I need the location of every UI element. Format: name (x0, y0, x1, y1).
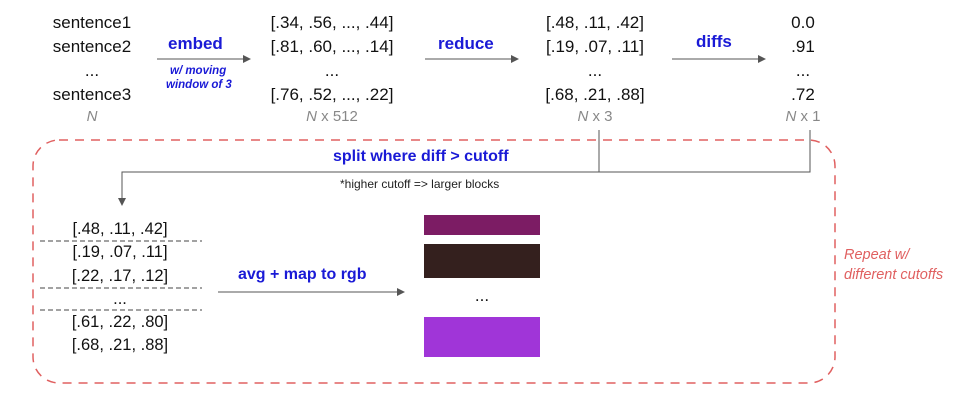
block-item: [.68, .21, .88] (71, 336, 169, 354)
sentences-dim: N (86, 108, 98, 125)
embed-note-line-1: w/ moving (170, 65, 227, 77)
sentence-item: sentence3 (52, 85, 132, 104)
diffs-label: diffs (696, 32, 732, 51)
embeddings-list: [.34, .56, ..., .44] [.81, .60, ..., .14… (258, 11, 406, 107)
swatch-2 (424, 244, 540, 278)
sentence-item: sentence2 (52, 37, 132, 56)
embedding-item: [.81, .60, ..., .14] (270, 37, 394, 56)
sentences-list: sentence1 sentence2 ... sentence3 (46, 11, 138, 107)
embed-note-line-2: window of 3 (166, 79, 232, 91)
blocks-list: [.48, .11, .42] [.19, .07, .11] [.22, .1… (46, 218, 194, 357)
reduced-item: [.19, .07, .11] (546, 37, 644, 56)
block-item: ... (113, 290, 127, 308)
avg-label: avg + map to rgb (238, 266, 367, 283)
diff-item: 0.0 (791, 13, 815, 32)
embedding-item: ... (324, 61, 340, 80)
reduced-item: ... (587, 61, 603, 80)
diff-item: .72 (791, 85, 815, 104)
swatch-1 (424, 215, 540, 235)
diff-item: ... (795, 61, 811, 80)
swatch-3 (424, 317, 540, 357)
diffs-list: 0.0 .91 ... .72 (775, 11, 831, 107)
sentence-item: ... (84, 61, 100, 80)
reduced-item: [.68, .21, .88] (545, 85, 645, 104)
embeddings-dim: N x 512 (306, 108, 358, 125)
split-connector (118, 130, 811, 206)
reduced-list: [.48, .11, .42] [.19, .07, .11] ... [.68… (530, 11, 660, 107)
embed-label: embed (168, 34, 223, 53)
embedding-item: [.34, .56, ..., .44] (270, 13, 394, 32)
swatch-ellipsis: ... (474, 286, 490, 305)
embedding-item: [.76, .52, ..., .22] (270, 85, 394, 104)
block-item: [.61, .22, .80] (71, 313, 169, 331)
split-label: split where diff > cutoff (333, 148, 509, 165)
diffs-dim: N x 1 (785, 108, 821, 125)
reduced-dim: N x 3 (577, 108, 613, 125)
diff-item: .91 (791, 37, 815, 56)
repeat-label: Repeat w/ different cutoffs (844, 247, 944, 283)
block-item: [.19, .07, .11] (72, 243, 168, 261)
reduce-label: reduce (438, 34, 494, 53)
block-item: [.22, .17, .12] (71, 267, 169, 285)
block-item: [.48, .11, .42] (72, 220, 168, 238)
sentence-item: sentence1 (52, 13, 132, 32)
reduced-item: [.48, .11, .42] (546, 13, 644, 32)
repeat-loop-boundary (32, 139, 836, 384)
split-note: *higher cutoff => larger blocks (340, 177, 500, 191)
